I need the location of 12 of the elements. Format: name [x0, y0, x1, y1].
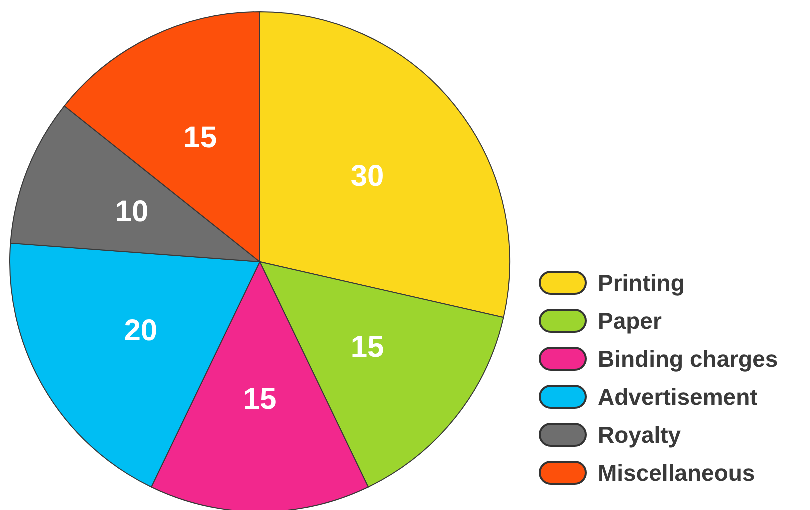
data-label: 15	[350, 331, 384, 364]
data-label: 20	[124, 314, 158, 348]
data-label: 10	[115, 195, 149, 228]
legend-label: Paper	[598, 308, 662, 334]
legend-label: Miscellaneous	[598, 460, 756, 486]
data-label: 30	[350, 160, 384, 193]
legend-label: Printing	[598, 270, 685, 296]
data-label: 15	[243, 383, 277, 416]
legend-label: Advertisement	[598, 384, 758, 410]
data-label: 15	[184, 122, 218, 155]
legend-label: Binding charges	[598, 346, 778, 372]
legend-label: Royalty	[598, 422, 682, 448]
